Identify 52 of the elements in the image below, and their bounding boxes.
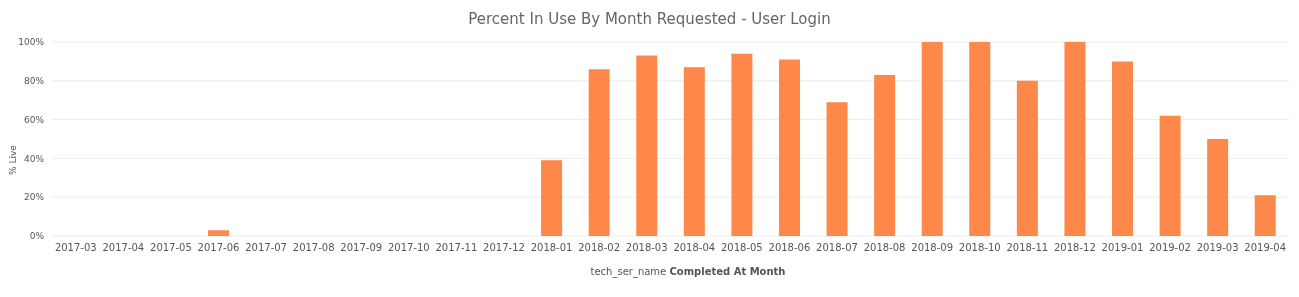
x-tick-label: 2018-01 bbox=[530, 242, 573, 254]
x-tick-label: 2018-02 bbox=[578, 242, 621, 254]
bar bbox=[208, 230, 230, 236]
y-tick-label: 0% bbox=[29, 231, 45, 242]
bar bbox=[778, 59, 800, 236]
y-tick-label: 80% bbox=[23, 75, 45, 86]
y-tick-label: 20% bbox=[23, 192, 45, 203]
bar bbox=[1254, 195, 1276, 236]
x-tick-label: 2017-09 bbox=[340, 242, 383, 254]
x-tick-label: 2019-03 bbox=[1196, 242, 1239, 254]
x-tick-label: 2017-08 bbox=[292, 242, 335, 254]
x-tick-label: 2019-01 bbox=[1101, 242, 1144, 254]
x-tick-label: 2018-05 bbox=[720, 242, 763, 254]
x-tick-label: 2017-06 bbox=[197, 242, 240, 254]
bar bbox=[636, 55, 658, 236]
bar bbox=[969, 42, 991, 236]
chart-title: Percent In Use By Month Requested - User Login bbox=[467, 10, 832, 30]
x-tick-label: 2018-10 bbox=[958, 242, 1001, 254]
bar bbox=[826, 102, 848, 236]
bar bbox=[1159, 115, 1181, 236]
x-axis-title: tech_ser_name Completed At Month bbox=[590, 266, 786, 278]
x-tick-label: 2018-04 bbox=[673, 242, 716, 254]
x-tick-label: 2017-04 bbox=[102, 242, 145, 254]
x-tick-label: 2017-07 bbox=[245, 242, 287, 254]
x-tick-label: 2018-11 bbox=[1006, 242, 1049, 254]
bar bbox=[1112, 61, 1134, 236]
bar bbox=[731, 53, 753, 236]
bar bbox=[541, 160, 563, 236]
bar bbox=[874, 74, 896, 236]
bar bbox=[1016, 80, 1038, 236]
x-tick-label: 2018-07 bbox=[816, 242, 858, 254]
x-tick-label: 2017-12 bbox=[483, 242, 525, 254]
x-tick-label: 2018-12 bbox=[1054, 242, 1096, 254]
bar bbox=[921, 42, 943, 236]
x-tick-label: 2017-03 bbox=[54, 242, 97, 254]
y-axis-title: % Live bbox=[8, 144, 18, 175]
bar bbox=[588, 69, 610, 236]
bar bbox=[1064, 42, 1086, 236]
x-tick-label: 2019-04 bbox=[1244, 242, 1287, 254]
y-tick-label: 40% bbox=[23, 153, 45, 164]
x-tick-label: 2017-10 bbox=[387, 242, 430, 254]
x-tick-label: 2018-08 bbox=[863, 242, 906, 254]
x-tick-label: 2017-05 bbox=[150, 242, 192, 254]
x-tick-label: 2018-06 bbox=[768, 242, 811, 254]
x-tick-label: 2018-09 bbox=[911, 242, 954, 254]
bar bbox=[1207, 139, 1229, 236]
bar bbox=[683, 67, 705, 236]
x-tick-label: 2019-02 bbox=[1149, 242, 1191, 254]
y-tick-label: 60% bbox=[23, 114, 45, 125]
x-tick-label: 2017-11 bbox=[435, 242, 478, 254]
y-tick-label: 100% bbox=[18, 37, 45, 48]
x-tick-label: 2018-03 bbox=[625, 242, 668, 254]
